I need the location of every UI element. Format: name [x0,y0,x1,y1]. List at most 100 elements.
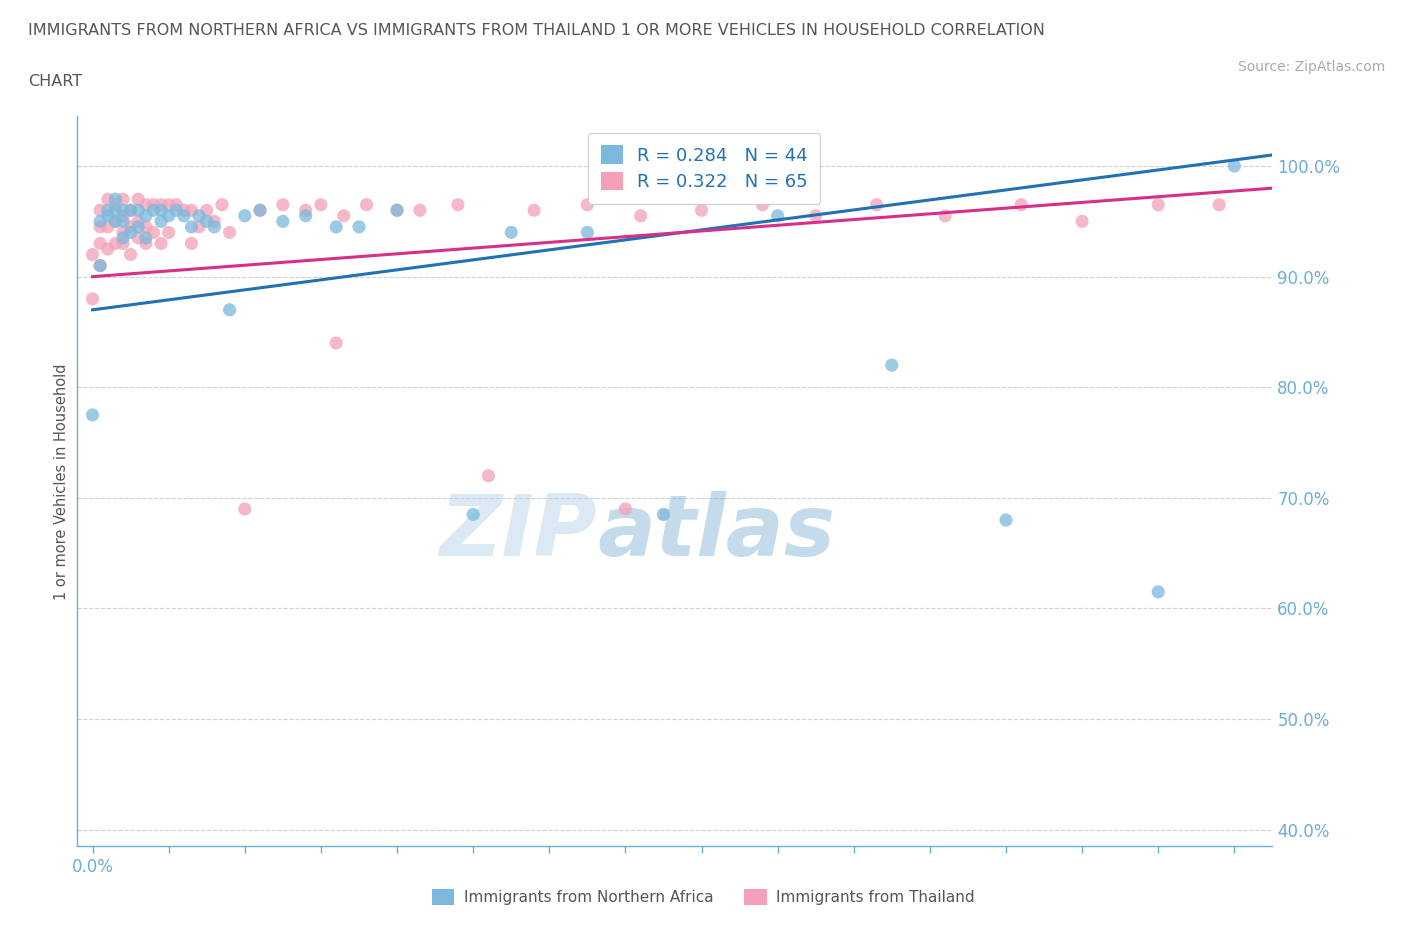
Point [1223,159,1246,174]
Point [195,203,218,218]
Point [523,203,546,218]
Point [142,225,165,240]
Point [309,197,332,212]
Point [111,192,134,206]
Point [89,214,111,229]
Point [218,225,240,240]
Point [165,203,187,218]
Point [409,203,432,218]
Point [157,208,180,223]
Point [120,203,142,218]
Point [180,219,202,234]
Point [150,236,173,251]
Point [294,208,316,223]
Point [142,203,165,218]
Point [766,208,789,223]
Point [127,214,149,229]
Point [1071,214,1094,229]
Point [385,203,408,218]
Point [89,259,111,273]
Point [111,231,134,246]
Point [104,192,127,206]
Point [142,197,165,212]
Point [995,512,1018,527]
Point [180,203,202,218]
Point [614,501,637,516]
Point [1147,584,1170,599]
Point [135,219,157,234]
Point [120,219,142,234]
Point [325,219,347,234]
Point [135,231,157,246]
Point [501,225,523,240]
Point [104,214,127,229]
Point [135,197,157,212]
Point [880,358,903,373]
Point [249,203,271,218]
Point [652,507,675,522]
Point [127,203,149,218]
Point [120,203,142,218]
Point [325,336,347,351]
Point [1147,197,1170,212]
Point [104,197,127,212]
Point [97,203,120,218]
Point [97,242,120,257]
Point [1208,197,1230,212]
Point [356,197,378,212]
Point [89,259,111,273]
Point [447,197,470,212]
Point [127,219,149,234]
Point [135,236,157,251]
Point [111,225,134,240]
Point [934,208,956,223]
Point [150,214,173,229]
Point [218,302,240,317]
Point [173,203,195,218]
Point [104,203,127,218]
Point [104,214,127,229]
Point [271,214,294,229]
Point [477,469,499,484]
Point [804,208,827,223]
Point [332,208,354,223]
Text: ZIP: ZIP [440,491,598,574]
Point [195,214,218,229]
Point [202,219,225,234]
Point [97,208,120,223]
Point [463,507,485,522]
Point [127,231,149,246]
Point [180,236,202,251]
Point [97,219,120,234]
Point [157,225,180,240]
Text: atlas: atlas [598,491,835,574]
Text: Source: ZipAtlas.com: Source: ZipAtlas.com [1237,60,1385,74]
Point [233,501,256,516]
Point [89,203,111,218]
Point [202,214,225,229]
Point [150,203,173,218]
Point [865,197,887,212]
Point [111,208,134,223]
Point [150,197,173,212]
Point [188,208,211,223]
Point [82,407,104,422]
Point [173,208,195,223]
Point [211,197,233,212]
Point [249,203,271,218]
Point [385,203,408,218]
Point [576,197,599,212]
Point [135,208,157,223]
Point [157,197,180,212]
Point [165,197,187,212]
Point [347,219,370,234]
Point [89,236,111,251]
Point [188,219,211,234]
Point [576,225,599,240]
Point [294,203,316,218]
Point [1010,197,1032,212]
Point [120,247,142,262]
Point [111,214,134,229]
Point [82,291,104,306]
Legend: R = 0.284   N = 44, R = 0.322   N = 65: R = 0.284 N = 44, R = 0.322 N = 65 [588,133,820,204]
